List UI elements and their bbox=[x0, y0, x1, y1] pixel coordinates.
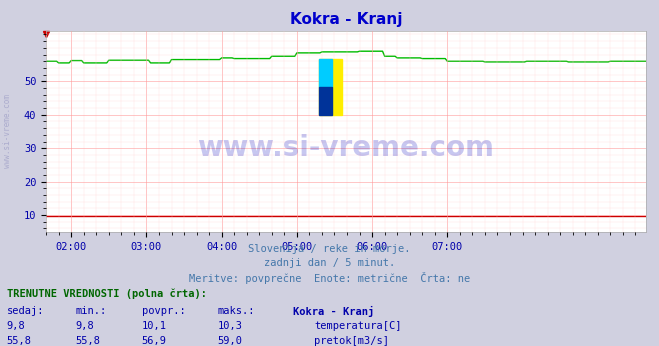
Text: min.:: min.: bbox=[76, 306, 107, 316]
Text: TRENUTNE VREDNOSTI (polna črta):: TRENUTNE VREDNOSTI (polna črta): bbox=[7, 289, 206, 299]
Text: pretok[m3/s]: pretok[m3/s] bbox=[314, 336, 389, 346]
Text: sedaj:: sedaj: bbox=[7, 306, 44, 316]
Text: Slovenija / reke in morje.: Slovenija / reke in morje. bbox=[248, 244, 411, 254]
Bar bbox=[319, 87, 331, 116]
Text: 10,3: 10,3 bbox=[217, 321, 243, 331]
Text: 9,8: 9,8 bbox=[76, 321, 94, 331]
Text: www.si-vreme.com: www.si-vreme.com bbox=[3, 94, 13, 169]
Text: maks.:: maks.: bbox=[217, 306, 255, 316]
Text: Kokra - Kranj: Kokra - Kranj bbox=[293, 306, 374, 317]
Text: 56,9: 56,9 bbox=[142, 336, 167, 346]
Text: 55,8: 55,8 bbox=[76, 336, 101, 346]
Text: 9,8: 9,8 bbox=[7, 321, 25, 331]
Text: 10,1: 10,1 bbox=[142, 321, 167, 331]
Text: zadnji dan / 5 minut.: zadnji dan / 5 minut. bbox=[264, 258, 395, 268]
Text: 55,8: 55,8 bbox=[7, 336, 32, 346]
Bar bbox=[319, 59, 342, 116]
Bar bbox=[319, 59, 331, 87]
Text: 59,0: 59,0 bbox=[217, 336, 243, 346]
Text: www.si-vreme.com: www.si-vreme.com bbox=[198, 134, 494, 162]
Title: Kokra - Kranj: Kokra - Kranj bbox=[290, 12, 402, 27]
Text: povpr.:: povpr.: bbox=[142, 306, 185, 316]
Text: Meritve: povprečne  Enote: metrične  Črta: ne: Meritve: povprečne Enote: metrične Črta:… bbox=[189, 272, 470, 284]
Text: temperatura[C]: temperatura[C] bbox=[314, 321, 402, 331]
